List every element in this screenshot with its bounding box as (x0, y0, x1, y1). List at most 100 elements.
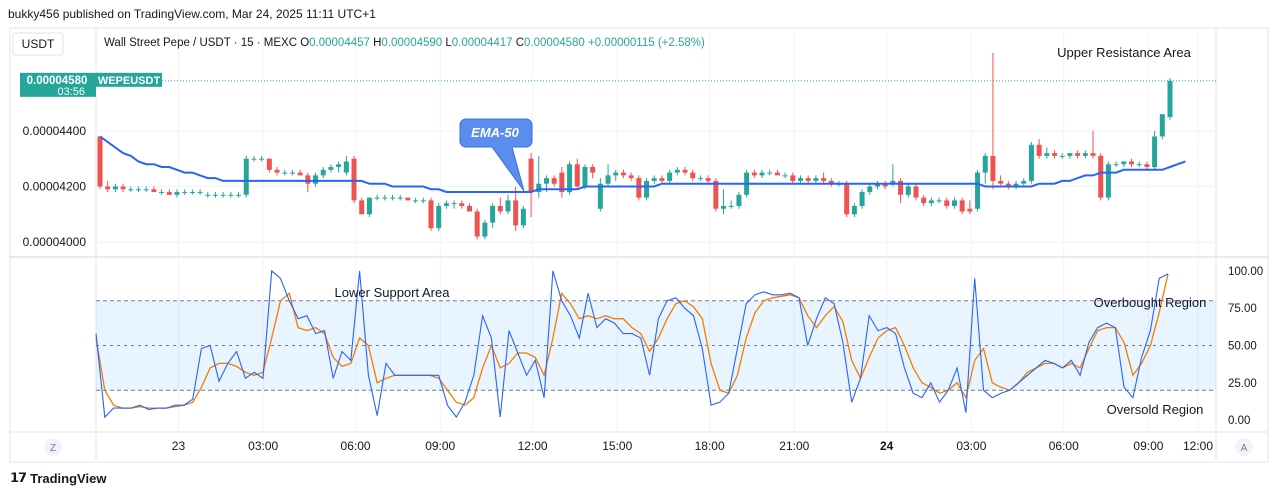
currency-label: USDT (22, 37, 55, 51)
candle-body (359, 200, 365, 215)
candle-body (644, 180, 650, 198)
candle-body (690, 172, 696, 179)
ema-callout-label: EMA-50 (471, 125, 519, 140)
candle-body (405, 197, 411, 201)
candle-body (351, 158, 357, 201)
time-tick-label: 06:00 (341, 439, 371, 453)
chart-frame (9, 27, 1269, 463)
candle-body (736, 194, 742, 206)
z-button-label: Z (50, 443, 56, 454)
candle-body (605, 175, 611, 184)
candle-body (289, 172, 295, 174)
candle-body (313, 175, 319, 184)
candle-body (297, 172, 303, 176)
candle-body (1013, 183, 1019, 187)
oscillator-tick-label: 50.00 (1228, 341, 1257, 353)
candle-body (844, 183, 850, 215)
candle-body (274, 169, 280, 173)
price-tick-label: 0.00004200 (23, 179, 87, 193)
candle-body (543, 178, 549, 184)
candle-body (205, 194, 211, 196)
symbol-info: Wall Street Pepe / USDT · 15 · MEXC (104, 37, 300, 49)
candle-body (428, 200, 434, 229)
candle-body (1021, 180, 1027, 184)
time-tick-label: 09:00 (1133, 439, 1163, 453)
candle-body (851, 205, 857, 215)
time-tick-label: 03:00 (248, 439, 278, 453)
candle-body (466, 205, 472, 212)
oscillator-tick-label: 75.00 (1228, 303, 1257, 315)
candle-body (228, 194, 234, 196)
chart-canvas[interactable]: 0.00004400 0.00004200 0.00004000 23 03:00 06:… (0, 0, 1281, 466)
candle-body (135, 189, 141, 191)
candle-body (951, 200, 957, 206)
candle-body (967, 208, 973, 212)
ema-callout-bubble (459, 118, 533, 192)
candle-body (390, 197, 396, 199)
high-value: 0.00004590 (381, 37, 445, 49)
candle-body (343, 161, 349, 173)
price-badge-countdown: 03:56 (57, 86, 85, 98)
candle-body (182, 192, 188, 194)
time-tick-label: 23 (172, 439, 186, 453)
price-tick-label: 0.00004000 (23, 235, 87, 249)
candle-body (1152, 136, 1158, 168)
candle-body (828, 180, 834, 184)
candle-body (1090, 153, 1096, 156)
candle-body (697, 178, 703, 180)
open-label: O (300, 37, 309, 49)
candle-body (1121, 161, 1127, 165)
candle-body (497, 205, 503, 212)
oversold-label: Oversold Region (1107, 402, 1204, 417)
tradingview-logo: 𝟭𝟳 TradingView (10, 470, 106, 486)
candle-body (1052, 153, 1058, 156)
candle-body (328, 167, 334, 170)
candle-body (751, 172, 757, 176)
candle-body (397, 197, 403, 199)
candle-body (166, 192, 172, 195)
time-tick-label: 12:00 (1183, 439, 1213, 453)
candle-body (613, 172, 619, 176)
z-button[interactable] (44, 438, 62, 456)
price-tick-label: 0.00004400 (23, 124, 87, 138)
candle-body (451, 203, 457, 205)
candle-body (505, 200, 511, 212)
candle-body (536, 183, 542, 193)
candle-body (490, 205, 496, 223)
candle-body (821, 178, 827, 181)
candle-body (813, 178, 819, 181)
candle-body (921, 197, 927, 204)
time-tick-label: 09:00 (425, 439, 455, 453)
candle-body (528, 158, 534, 193)
candle-body (97, 136, 103, 187)
candle-body (944, 200, 950, 206)
candle-body (620, 172, 626, 176)
candle-body (1067, 153, 1073, 156)
a-button[interactable] (1235, 438, 1253, 456)
candle-body (559, 172, 565, 193)
candle-body (590, 167, 596, 173)
candle-body (1144, 164, 1150, 168)
candle-body (574, 164, 580, 187)
candle-body (636, 178, 642, 198)
ohlc-header: Wall Street Pepe / USDT · 15 · MEXC O 0.0… (104, 37, 705, 49)
candle-body (990, 155, 996, 181)
candle-body (413, 200, 419, 202)
candle-body (220, 194, 226, 196)
candle-body (721, 205, 727, 209)
close-value: 0.00004580 (524, 37, 588, 49)
candle-body (520, 208, 526, 226)
candle-body (628, 175, 634, 179)
candle-body (774, 172, 780, 176)
candle-body (151, 189, 157, 193)
candle-body (905, 186, 911, 195)
candle-body (998, 180, 1004, 184)
candle-body (112, 186, 118, 190)
candle-body (159, 192, 165, 194)
candle-body (1167, 80, 1173, 117)
candle-body (1159, 114, 1165, 137)
stoch-k-line (95, 269, 1169, 419)
candle-body (959, 200, 965, 212)
candle-body (882, 183, 888, 187)
candle-body (1075, 153, 1081, 156)
